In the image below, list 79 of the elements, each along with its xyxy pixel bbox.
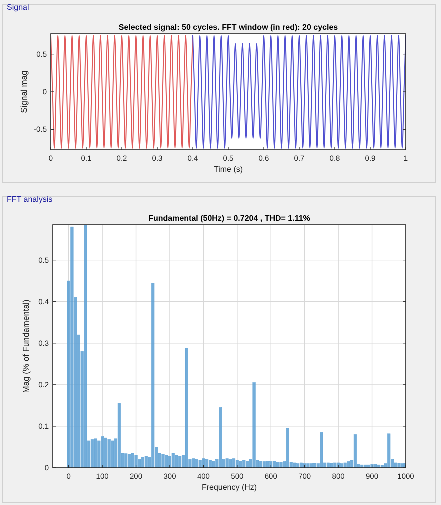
bar — [118, 403, 121, 468]
y-axis-title: Mag (% of Fundamental) — [21, 300, 31, 394]
bar — [165, 455, 168, 468]
chart-title: Fundamental (50Hz) = 0.7204 , THD= 1.11% — [148, 214, 310, 223]
bar — [152, 283, 155, 468]
x-axis-title: Time (s) — [214, 165, 244, 174]
bar — [340, 464, 344, 468]
bar — [108, 440, 111, 468]
bar — [229, 460, 232, 468]
bar — [124, 454, 128, 468]
bar — [293, 462, 296, 468]
bar — [374, 464, 378, 468]
bar — [310, 464, 314, 468]
bar — [168, 456, 172, 468]
bar — [242, 460, 246, 468]
chart-title: Selected signal: 50 cycles. FFT window (in red): 20 cycles — [118, 23, 339, 32]
bar — [94, 438, 98, 468]
bar — [276, 462, 280, 468]
bar — [226, 458, 229, 468]
bar — [360, 464, 364, 468]
bar — [347, 462, 350, 468]
y-axis-title: Signal mag — [19, 70, 29, 114]
bar — [388, 434, 391, 468]
bar — [280, 462, 283, 468]
bar — [90, 440, 94, 468]
bar — [142, 457, 145, 468]
bar — [330, 463, 334, 468]
bar — [266, 461, 270, 468]
bar — [232, 458, 236, 468]
bar — [236, 460, 239, 468]
bar — [144, 456, 148, 468]
bar — [198, 460, 202, 468]
bar — [300, 462, 303, 468]
bar — [239, 461, 242, 468]
bar — [398, 463, 401, 468]
bar — [354, 434, 357, 468]
bar — [296, 464, 300, 468]
bar — [334, 462, 337, 468]
bar — [394, 462, 398, 468]
bar — [320, 432, 324, 468]
x-axis-title: Frequency (Hz) — [202, 483, 258, 492]
bar — [101, 436, 104, 468]
bar — [162, 454, 165, 468]
bar — [70, 226, 74, 468]
text: Signal — [7, 3, 30, 12]
line-series — [192, 35, 406, 149]
bar — [380, 465, 384, 468]
bar — [401, 464, 404, 468]
bar — [246, 461, 250, 468]
bar — [344, 462, 347, 468]
bar — [202, 458, 206, 468]
bar — [195, 460, 198, 468]
bar — [260, 461, 263, 468]
bar — [252, 382, 256, 468]
bar — [178, 456, 182, 468]
bar — [206, 460, 209, 468]
bar — [208, 460, 212, 468]
bar — [134, 455, 138, 468]
bar — [175, 455, 178, 468]
bar — [286, 428, 290, 468]
bar — [367, 464, 370, 468]
bar — [98, 440, 101, 468]
bar — [212, 461, 216, 468]
text: FFT analysis — [7, 195, 53, 204]
bar — [313, 463, 316, 468]
bar — [172, 453, 175, 468]
bar — [273, 461, 276, 468]
bar — [128, 454, 132, 468]
bar — [219, 408, 222, 468]
bar — [104, 438, 108, 468]
bar — [84, 225, 88, 468]
bar — [306, 464, 310, 468]
bar — [192, 458, 196, 468]
bar — [185, 348, 188, 468]
bar — [262, 462, 266, 468]
bar — [270, 462, 273, 468]
bar — [111, 440, 114, 468]
bar — [326, 462, 330, 468]
bar — [131, 453, 134, 468]
